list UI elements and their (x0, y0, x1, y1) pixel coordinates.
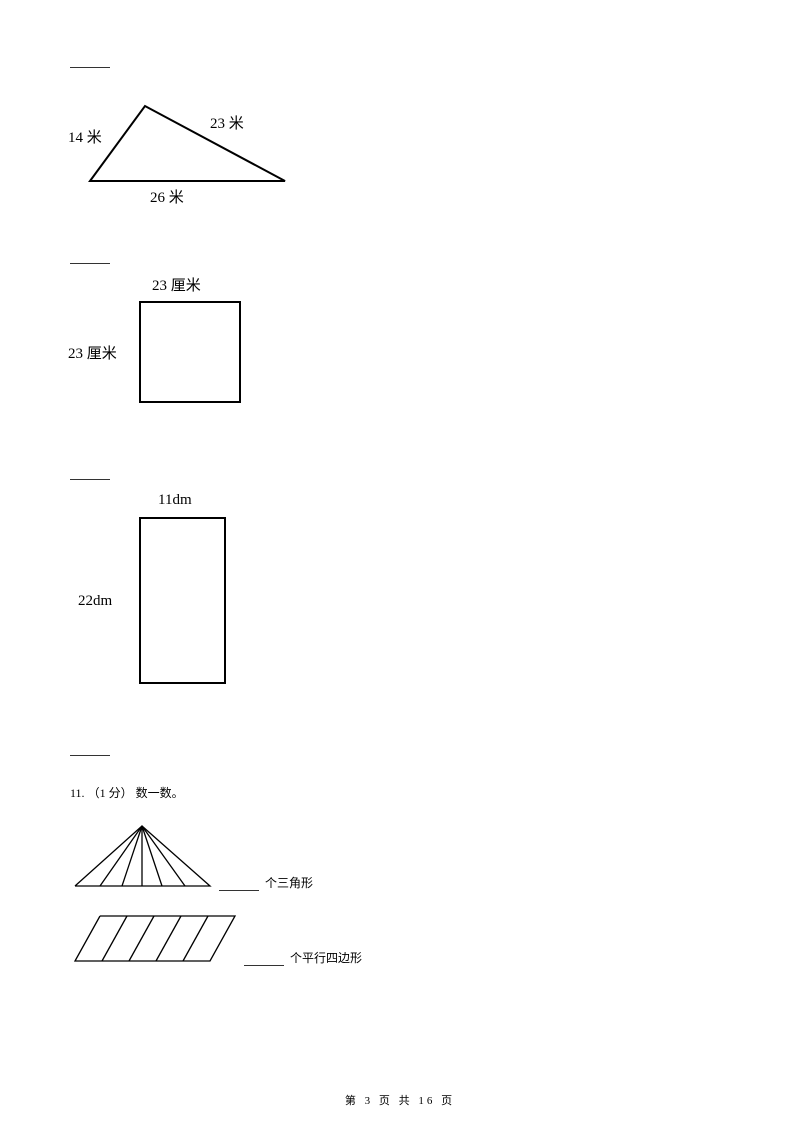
blank-answer-2 (70, 246, 730, 264)
square-svg (130, 292, 260, 417)
blank-answer-1 (70, 50, 730, 68)
triangle-label-right: 23 米 (210, 112, 244, 133)
question-11: 11. （1 分） 数一数。 (70, 784, 730, 801)
para-answer-suffix: 个平行四边形 (290, 949, 362, 966)
fan-triangle-svg (70, 821, 215, 891)
blank-line[interactable] (219, 876, 259, 891)
blank-line[interactable] (244, 951, 284, 966)
blank-line[interactable] (70, 741, 110, 756)
q11-points: （1 分） (88, 786, 133, 800)
parallelogram-svg (70, 911, 240, 966)
triangle-label-left: 14 米 (68, 126, 102, 147)
q11-text: 数一数。 (136, 786, 184, 800)
blank-answer-3 (70, 462, 730, 480)
page: 14 米 23 米 26 米 23 厘米 23 厘米 11dm 22dm 11.… (0, 0, 800, 1132)
square-label-left: 23 厘米 (68, 342, 117, 363)
fan-answer-suffix: 个三角形 (265, 874, 313, 891)
page-footer: 第 3 页 共 16 页 (0, 1092, 800, 1108)
triangle-figure: 14 米 23 米 26 米 (70, 96, 730, 206)
square-figure: 23 厘米 23 厘米 (130, 292, 730, 432)
rectangle-svg (130, 508, 240, 698)
blank-line[interactable] (70, 465, 110, 480)
triangle-svg (70, 96, 300, 196)
blank-line[interactable] (70, 249, 110, 264)
fan-triangle-row: 个三角形 (70, 821, 730, 891)
q11-number: 11. (70, 786, 85, 800)
blank-answer-4 (70, 738, 730, 756)
rect-label-top: 11dm (158, 492, 192, 509)
square-label-top: 23 厘米 (152, 274, 201, 295)
rect-label-left: 22dm (78, 593, 112, 610)
triangle-label-bottom: 26 米 (150, 186, 184, 207)
blank-line[interactable] (70, 53, 110, 68)
parallelogram-row: 个平行四边形 (70, 911, 730, 966)
rectangle-figure: 11dm 22dm (130, 508, 730, 708)
